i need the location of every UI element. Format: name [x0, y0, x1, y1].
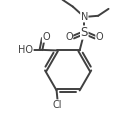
Text: O: O — [96, 32, 104, 42]
Text: O: O — [42, 32, 50, 42]
Text: N: N — [81, 12, 88, 22]
Text: O: O — [65, 32, 73, 42]
Text: HO: HO — [18, 45, 33, 55]
Text: Cl: Cl — [53, 100, 62, 110]
Text: S: S — [81, 26, 88, 39]
